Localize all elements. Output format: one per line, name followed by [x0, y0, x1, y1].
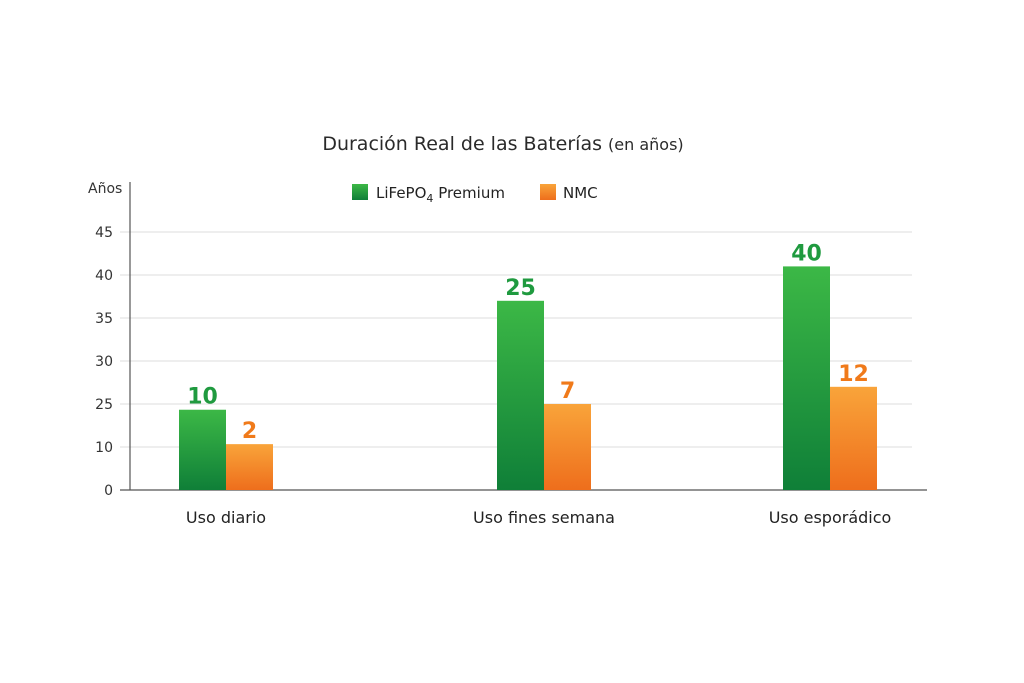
bar-lifepo4: [179, 409, 226, 490]
data-label: 2: [242, 419, 257, 444]
category-label: Uso esporádico: [769, 508, 892, 527]
bar-nmc: [226, 444, 273, 490]
legend-swatch-nmc: [540, 184, 556, 200]
category-label: Uso fines semana: [473, 508, 615, 527]
data-label: 40: [791, 241, 822, 266]
bar-nmc: [544, 404, 591, 490]
data-label: 10: [187, 385, 218, 410]
y-tick-label: 25: [95, 397, 113, 413]
legend-label-nmc: NMC: [563, 184, 598, 202]
legend-swatch-lifepo4: [352, 184, 368, 200]
y-axis-label: Años: [88, 181, 122, 197]
legend: LiFePO4 Premium NMC: [352, 184, 598, 205]
bar-lifepo4: [497, 300, 544, 490]
bar-nmc: [830, 386, 877, 490]
y-tick-label: 45: [95, 225, 113, 241]
legend-label-lifepo4: LiFePO4 Premium: [376, 184, 505, 205]
data-label: 25: [505, 276, 536, 301]
y-tick-label: 10: [95, 440, 113, 456]
y-tick-label: 35: [95, 311, 113, 327]
y-tick-label: 30: [95, 354, 113, 370]
category-label: Uso diario: [186, 508, 266, 527]
chart-title: Duración Real de las Baterías (en años): [322, 133, 683, 155]
y-tick-label: 40: [95, 268, 113, 284]
bar-lifepo4: [783, 266, 830, 490]
data-label: 7: [560, 379, 575, 404]
y-tick-label: 0: [104, 483, 113, 499]
data-label: 12: [838, 362, 869, 387]
